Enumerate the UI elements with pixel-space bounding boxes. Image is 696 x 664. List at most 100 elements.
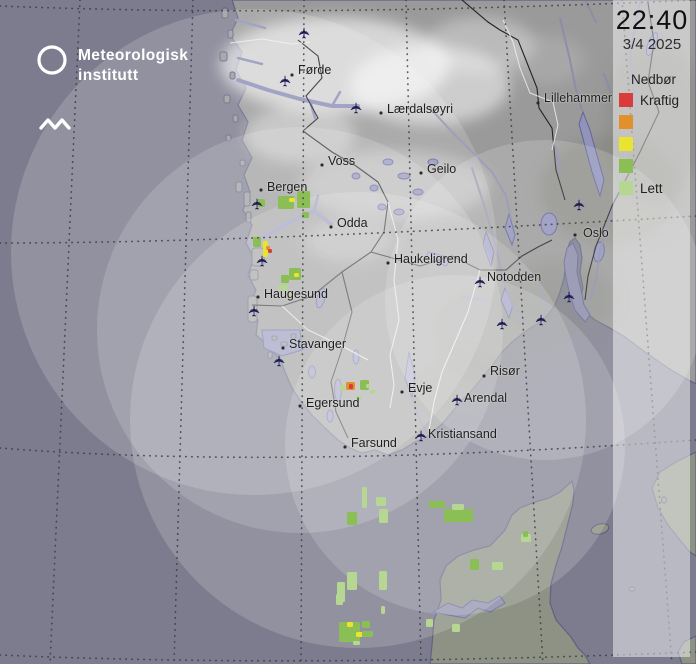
airport-plane-icon: ✈ bbox=[493, 317, 512, 331]
logo-circle-icon bbox=[37, 45, 67, 75]
denmark-landmass bbox=[429, 479, 591, 664]
city-label-voss: Voss bbox=[328, 154, 356, 168]
precip-cell bbox=[376, 497, 386, 506]
logo-wave-icon bbox=[39, 118, 71, 130]
precip-cell bbox=[379, 509, 388, 523]
city-label-haugesund: Haugesund bbox=[264, 287, 328, 301]
precip-cell bbox=[268, 249, 272, 253]
precip-cell bbox=[278, 285, 288, 290]
legend-swatch-moderat bbox=[619, 137, 633, 151]
precip-cell bbox=[426, 619, 433, 627]
city-label-arendal: Arendal bbox=[464, 391, 508, 405]
precip-cell bbox=[336, 594, 343, 605]
city-label-egersund: Egersund bbox=[306, 396, 360, 410]
city-label-lærdalsøyri: Lærdalsøyri bbox=[387, 102, 453, 116]
city-dot-risør bbox=[482, 374, 486, 378]
airport-plane-icon: ✈ bbox=[248, 197, 267, 211]
precip-cell bbox=[257, 199, 265, 207]
precip-cell bbox=[379, 571, 387, 590]
precip-cell bbox=[356, 396, 361, 400]
precip-cell bbox=[278, 196, 294, 209]
airport-plane-icon: ✈ bbox=[570, 198, 589, 212]
radar-coverage-circles bbox=[11, 9, 696, 648]
logo-line1: Meteorologisk bbox=[78, 47, 189, 64]
precip-cell bbox=[294, 273, 299, 277]
met-institute-logo: Meteorologisk institutt bbox=[36, 42, 188, 143]
date-display: 3/4 2025 bbox=[622, 36, 682, 53]
city-dot-lærdalsøyri bbox=[379, 111, 383, 115]
city-label-oslo: Oslo bbox=[583, 226, 609, 240]
city-label-odda: Odda bbox=[337, 216, 368, 230]
oslofjord bbox=[563, 242, 591, 323]
city-dot-lillehammer bbox=[536, 101, 540, 105]
precip-cell bbox=[523, 531, 528, 537]
legend-swatch-lett-moderat bbox=[619, 159, 633, 173]
airport-plane-icon: ✈ bbox=[560, 290, 579, 304]
precip-cell bbox=[347, 622, 353, 627]
city-dot-evje bbox=[400, 390, 404, 394]
city-label-geilo: Geilo bbox=[427, 162, 457, 176]
precip-cell bbox=[470, 559, 479, 570]
precipitation-cells bbox=[253, 191, 531, 645]
city-label-evje: Evje bbox=[408, 381, 433, 395]
precip-cell bbox=[253, 237, 261, 247]
airport-plane-icon: ✈ bbox=[295, 26, 314, 40]
city-label-farsund: Farsund bbox=[351, 436, 397, 450]
city-label-kristiansand: Kristiansand bbox=[428, 427, 497, 441]
city-label-risør: Risør bbox=[490, 364, 520, 378]
precip-cell bbox=[339, 622, 360, 642]
limfjord-water bbox=[431, 595, 506, 619]
precip-cell bbox=[370, 390, 375, 394]
time-display: 22:40 bbox=[615, 5, 689, 35]
city-dot-odda bbox=[329, 225, 333, 229]
airport-plane-icon: ✈ bbox=[448, 393, 467, 407]
precip-cell bbox=[263, 241, 268, 257]
airport-plane-icon: ✈ bbox=[276, 74, 295, 88]
precip-cell bbox=[444, 509, 473, 522]
legend-max-label: Kraftig bbox=[640, 93, 680, 108]
logo-line2: institutt bbox=[78, 67, 139, 84]
legend-min-label: Lett bbox=[640, 181, 663, 196]
airport-plane-icon: ✈ bbox=[471, 275, 490, 289]
info-panel bbox=[613, 0, 690, 657]
coastal-islands bbox=[219, 7, 273, 359]
city-dot-farsund bbox=[343, 445, 347, 449]
sweden-coast bbox=[590, 451, 696, 664]
city-dot-bergen bbox=[259, 188, 263, 192]
city-label-notodden: Notodden bbox=[487, 270, 542, 284]
city-label-førde: Førde bbox=[298, 63, 332, 77]
legend-swatch-lett bbox=[619, 181, 633, 195]
precip-cell bbox=[297, 191, 310, 208]
precip-cell bbox=[287, 292, 293, 296]
city-dot-haukeligrend bbox=[386, 261, 390, 265]
legend-swatch-moderat-kraftig bbox=[619, 115, 633, 129]
city-label-lillehammer: Lillehammer bbox=[544, 91, 613, 105]
city-dot-oslo bbox=[573, 233, 577, 237]
city-dot-førde bbox=[290, 73, 294, 77]
precip-cell bbox=[353, 641, 360, 645]
precip-cell bbox=[362, 631, 373, 637]
airport-plane-icon: ✈ bbox=[347, 101, 366, 115]
precip-cell bbox=[381, 606, 385, 614]
timestamp-block: 22:40 3/4 2025 bbox=[610, 6, 694, 53]
precip-cell bbox=[452, 624, 460, 632]
precip-cell bbox=[340, 385, 345, 391]
precip-cell bbox=[266, 246, 270, 250]
precip-cell bbox=[347, 572, 357, 590]
city-label-bergen: Bergen bbox=[267, 180, 308, 194]
precip-cell bbox=[366, 384, 370, 388]
precip-cell bbox=[349, 384, 353, 389]
logo-text: Meteorologisk institutt bbox=[78, 46, 188, 86]
boknafjord-islands bbox=[271, 333, 297, 347]
city-dot-haugesund bbox=[256, 295, 260, 299]
city-label-haukeligrend: Haukeligrend bbox=[394, 252, 468, 266]
precip-cell bbox=[281, 275, 289, 283]
terrain-shading bbox=[220, 17, 696, 425]
airport-plane-icon: ✈ bbox=[270, 354, 289, 368]
precip-cell bbox=[429, 501, 445, 508]
precip-cell bbox=[347, 512, 357, 525]
airport-plane-icon: ✈ bbox=[532, 313, 551, 327]
precip-cell bbox=[289, 198, 295, 202]
precip-cell bbox=[356, 632, 363, 637]
